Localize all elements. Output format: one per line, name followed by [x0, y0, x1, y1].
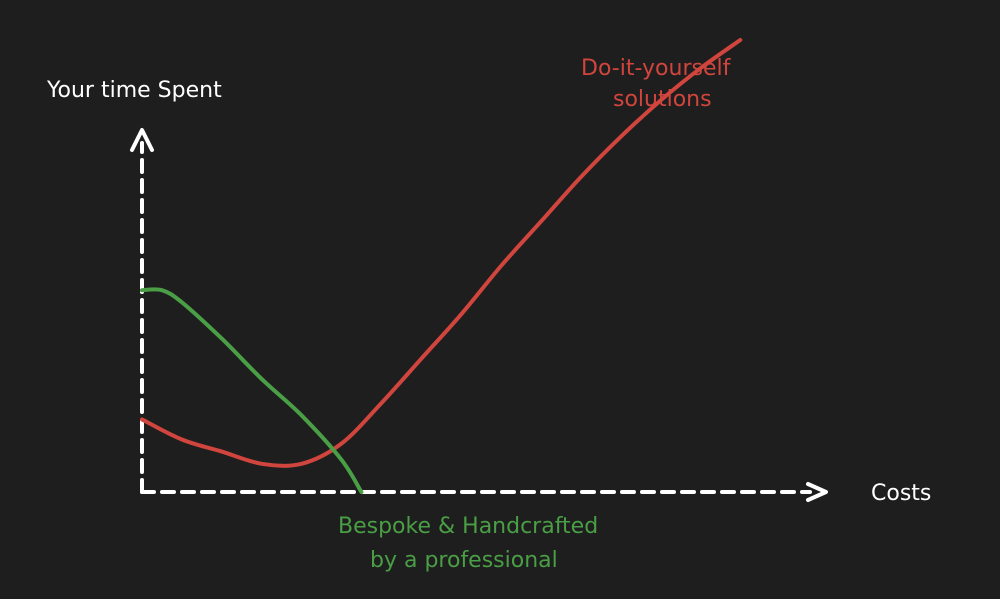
bespoke-professional-line	[140, 287, 364, 494]
x-axis-label: Costs	[871, 481, 931, 506]
diy-solutions-line	[140, 38, 743, 468]
x-axis-arrowhead	[806, 482, 828, 502]
bespoke-label-line-1: Bespoke & Handcrafted	[338, 514, 598, 539]
series-layer	[140, 38, 743, 494]
y-axis-label: Your time Spent	[46, 78, 222, 103]
bespoke-series-label: Bespoke & Handcrafted by a professional	[338, 514, 598, 573]
diy-label-line-2: solutions	[613, 87, 712, 112]
bespoke-label-line-2: by a professional	[370, 548, 558, 573]
diy-label-line-1: Do-it-yourself	[581, 56, 732, 81]
y-axis-arrowhead	[130, 128, 154, 152]
diy-series-label: Do-it-yourself solutions	[581, 56, 732, 112]
